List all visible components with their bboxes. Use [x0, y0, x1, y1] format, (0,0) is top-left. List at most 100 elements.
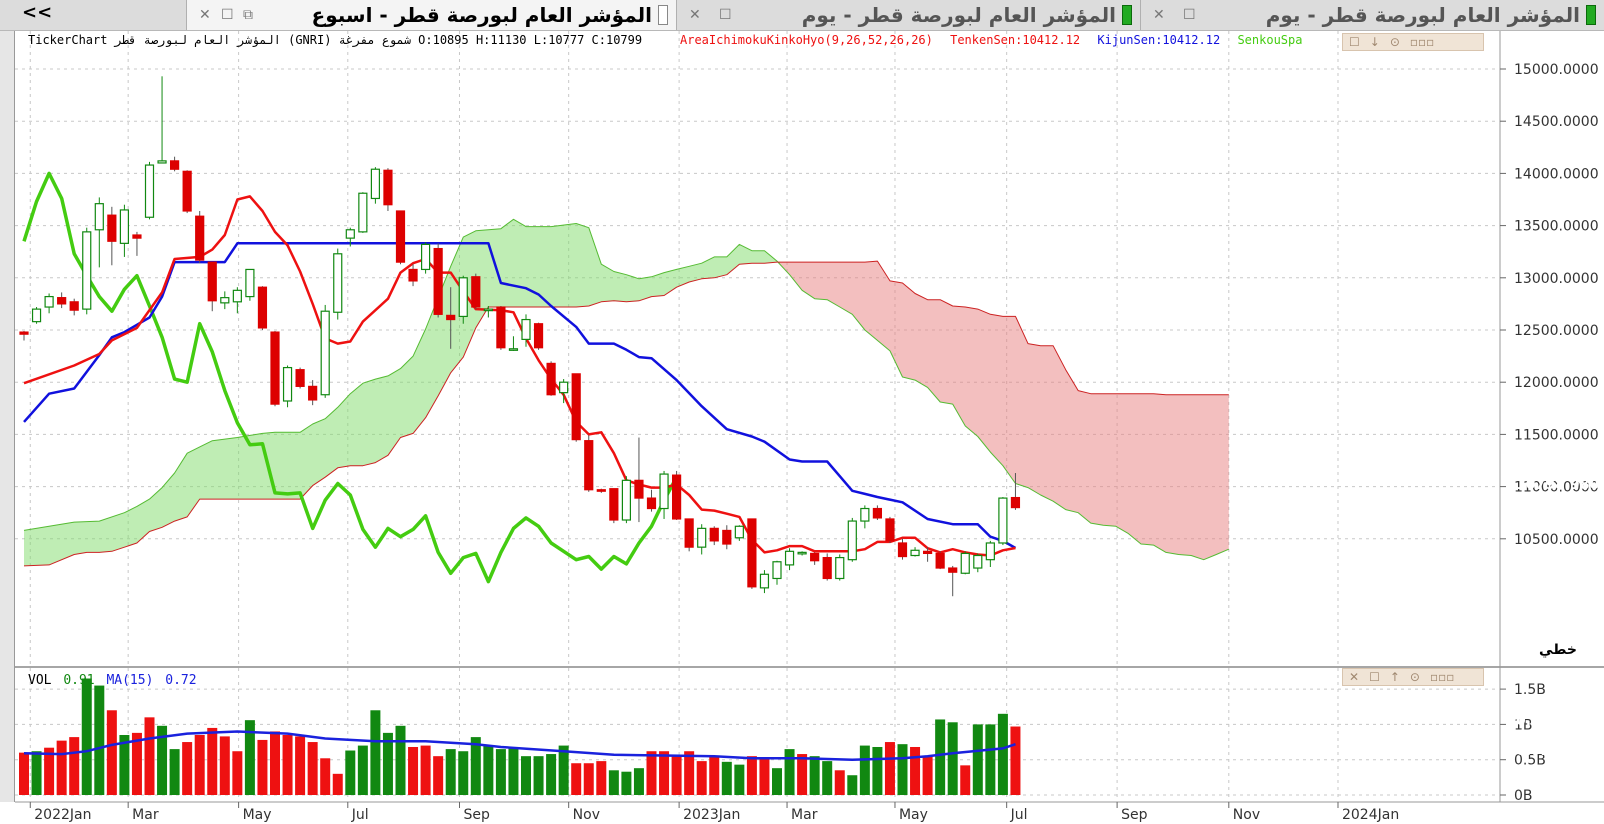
candle	[31, 307, 42, 324]
close-icon[interactable]: ✕	[689, 7, 701, 23]
candle-body	[546, 362, 556, 396]
candle	[157, 76, 167, 164]
candle	[559, 379, 569, 404]
maximize-icon[interactable]: ☐	[221, 7, 234, 23]
candle-body	[584, 440, 594, 491]
candle	[772, 560, 782, 585]
close-icon[interactable]: ✕	[1349, 670, 1360, 684]
senkou-span-a-line	[23, 218, 1229, 561]
candle-body	[345, 229, 355, 239]
tab-bar: << ✕ ☐ المؤشر العام لبورصة قطر - يوم ✕ ☐…	[0, 0, 1604, 31]
volume-bar	[834, 770, 845, 795]
candle-body	[1010, 496, 1021, 509]
candle-body	[446, 314, 456, 321]
candle-body	[948, 567, 958, 573]
tab-scroll-left-button[interactable]: <<	[22, 2, 53, 23]
candle-body	[19, 331, 29, 335]
settings-icon[interactable]: ⊙	[1409, 670, 1420, 684]
volume-bar	[910, 746, 921, 795]
maximize-icon[interactable]: ☐	[1349, 35, 1360, 49]
y-tick-label: 11500.0000	[1514, 427, 1599, 443]
volume-bar	[659, 751, 670, 795]
maximize-icon[interactable]: ☐	[1369, 670, 1380, 684]
candle-body	[483, 308, 493, 312]
volume-ma-name: MA(15)	[106, 673, 154, 688]
volume-bar	[935, 719, 946, 795]
volume-bar	[571, 763, 582, 795]
volume-bar	[746, 756, 757, 795]
candle	[408, 264, 418, 287]
candle	[395, 210, 406, 265]
candle	[835, 554, 845, 581]
maximize-icon[interactable]: ☐	[719, 7, 732, 23]
chart-mode-badge[interactable]: خطي	[1539, 642, 1577, 658]
volume-bar	[19, 752, 29, 795]
candle-body	[634, 479, 644, 499]
candle	[546, 361, 556, 396]
tab-qe-index-daily-2[interactable]: ✕ ☐ المؤشر العام لبورصة قطر - يوم	[676, 0, 1140, 30]
tab-qe-index-weekly[interactable]: ✕ ☐ ⧉ المؤشر العام لبورصة قطر - اسبوع	[186, 0, 676, 30]
volume-bar	[646, 751, 657, 795]
candle	[533, 322, 544, 350]
move-down-icon[interactable]: ↓	[1369, 35, 1380, 49]
volume-bar	[445, 749, 456, 795]
candle-body	[822, 556, 832, 580]
candle-body	[458, 277, 468, 318]
candle	[697, 524, 707, 555]
candle	[722, 525, 732, 550]
more-icon[interactable]: ▫▫▫	[1409, 35, 1435, 49]
ichimoku-cloud	[23, 218, 1229, 567]
candle	[19, 331, 29, 341]
volume-bar	[270, 731, 280, 795]
settings-icon[interactable]: ⊙	[1389, 35, 1400, 49]
tab-qe-index-daily-1[interactable]: ✕ ☐ المؤشر العام لبورصة قطر - يوم	[1140, 0, 1604, 30]
volume-bar	[822, 761, 833, 795]
y-tick-label: 14000.0000	[1514, 166, 1599, 182]
y-tick-label: 12000.0000	[1514, 375, 1599, 391]
cloud-bullish	[24, 219, 781, 566]
candle	[245, 268, 255, 301]
candle	[232, 287, 242, 314]
candle-body	[383, 169, 393, 206]
close-icon[interactable]: ✕	[1153, 7, 1165, 23]
volume-bar	[1010, 726, 1021, 795]
candle-body	[885, 518, 895, 542]
y-tick-label: 12500.0000	[1514, 323, 1599, 339]
candle-body	[646, 497, 657, 510]
candle	[483, 305, 493, 318]
candle-body	[270, 331, 280, 405]
left-edge-bar	[0, 31, 15, 802]
move-up-icon[interactable]: ↑	[1389, 670, 1400, 684]
volume-y-tick-label: 1.5B	[1514, 682, 1546, 698]
candle	[370, 167, 380, 204]
more-icon[interactable]: ▫▫▫	[1429, 670, 1455, 684]
volume-bar	[420, 745, 431, 795]
volume-ma-badge: 0.7239B	[1516, 742, 1581, 759]
candle	[508, 336, 519, 351]
candle-body	[107, 214, 117, 242]
candle	[69, 298, 79, 316]
volume-name: VOL	[28, 673, 52, 688]
volume-bar	[759, 757, 770, 795]
candle-body	[94, 203, 104, 231]
candle	[195, 210, 205, 264]
x-tick-label: May	[899, 807, 928, 823]
candle-body	[195, 215, 205, 261]
tab-title: المؤشر العام لبورصة قطر - يوم	[801, 3, 1116, 27]
volume-bar	[81, 678, 92, 795]
volume-bar	[257, 739, 268, 795]
candle-body	[797, 551, 807, 555]
close-icon[interactable]: ✕	[199, 7, 211, 23]
chikou-span-line	[22, 171, 679, 584]
volume-bar	[332, 773, 343, 795]
volume-bar	[897, 744, 908, 795]
candle	[684, 518, 694, 552]
maximize-icon[interactable]: ☐	[1183, 7, 1196, 23]
volume-bar	[709, 756, 720, 795]
price-chart[interactable]: 15000.0000 14500.0000 14000.0000 13500.0000…	[0, 31, 1604, 824]
volume-bar	[533, 756, 544, 795]
candle	[446, 287, 456, 349]
candle	[358, 192, 368, 233]
volume-bar	[596, 761, 607, 795]
detach-icon[interactable]: ⧉	[243, 7, 253, 23]
